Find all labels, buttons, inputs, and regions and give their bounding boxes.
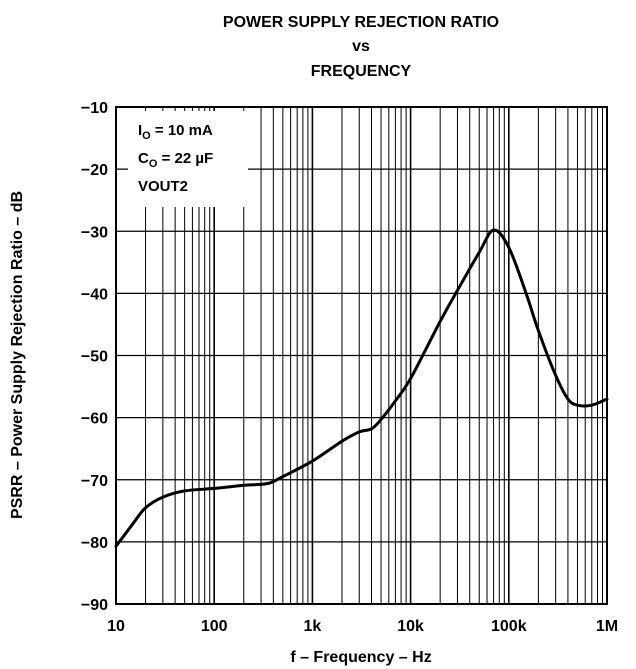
y-tick-label: −50 [81,349,108,366]
plot-frame [115,106,608,605]
condition-io: IO = 10 mA [138,122,213,142]
y-tick-label: −10 [81,100,108,117]
chart-title-line-1: POWER SUPPLY REJECTION RATIO [223,14,499,31]
x-tick-label: 100 [201,618,228,635]
x-tick-label: 10k [397,618,424,635]
psrr-series-line [114,228,609,548]
x-tick-label: 1M [596,618,618,635]
y-tick-label: −20 [81,162,108,179]
tick-labels: 10 100 1k 10k 100k 1M −10 −20 −30 −40 −50 −60 −70 −80… [81,100,618,635]
y-tick-label: −40 [81,286,108,303]
y-tick-label: −60 [81,411,108,428]
y-tick-label: −70 [81,473,108,490]
x-tick-label: 1k [304,618,322,635]
y-tick-label: −90 [81,597,108,614]
y-tick-label: −30 [81,224,108,241]
condition-vout: VOUT2 [138,178,188,195]
y-axis-label: PSRR – Power Supply Rejection Ratio – dB [9,191,26,519]
x-axis-label: f – Frequency – Hz [290,649,431,666]
chart-title-line-2: vs [352,38,370,55]
y-tick-label: −80 [81,535,108,552]
condition-co: CO = 22 µF [138,150,213,170]
chart-title-line-3: FREQUENCY [311,63,412,80]
x-tick-label: 100k [491,618,527,635]
conditions-box [128,111,248,207]
x-tick-label: 10 [107,618,125,635]
